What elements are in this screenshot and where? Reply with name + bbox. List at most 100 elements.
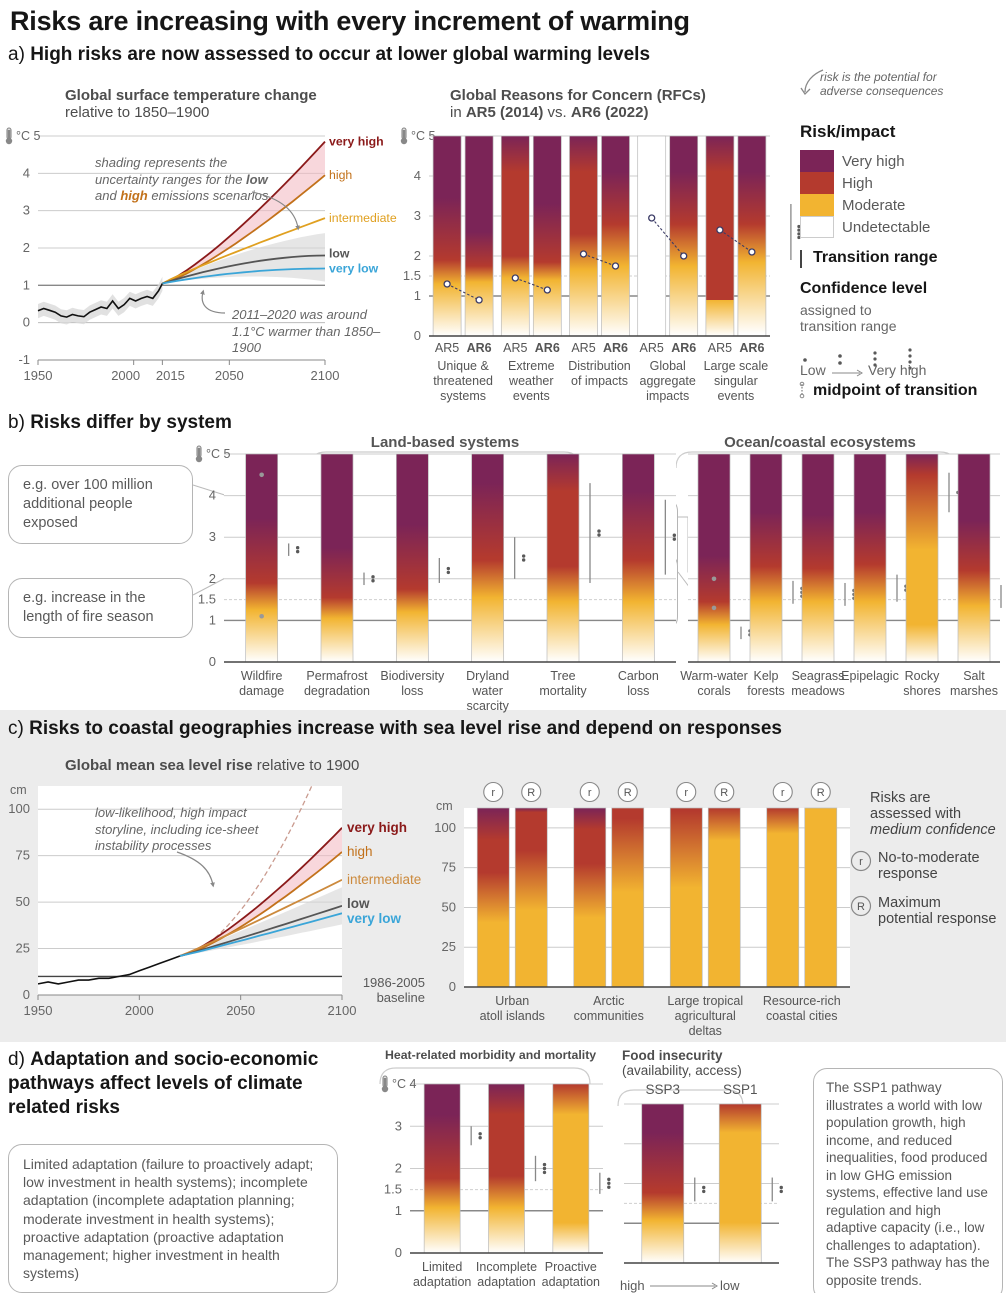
- svg-text:1: 1: [414, 288, 421, 303]
- svg-text:low: low: [329, 247, 350, 261]
- svg-text:agricultural: agricultural: [675, 1009, 736, 1023]
- svg-text:Global: Global: [650, 359, 686, 373]
- svg-text:Large scale: Large scale: [704, 359, 769, 373]
- svg-text:0: 0: [209, 654, 216, 669]
- svg-text:very high: very high: [347, 820, 407, 835]
- svg-text:2: 2: [395, 1161, 402, 1176]
- svg-text:3: 3: [395, 1118, 402, 1133]
- svg-text:low: low: [347, 896, 370, 911]
- svg-text:SSP1: SSP1: [723, 1082, 758, 1097]
- svg-text:2: 2: [23, 240, 30, 255]
- svg-text:events: events: [717, 389, 754, 403]
- svg-text:low: low: [720, 1278, 740, 1293]
- svg-text:marshes: marshes: [950, 684, 998, 698]
- svg-text:high: high: [329, 168, 352, 182]
- svg-text:coastal cities: coastal cities: [766, 1009, 838, 1023]
- svg-text:Incomplete: Incomplete: [476, 1260, 537, 1274]
- svg-text:R: R: [857, 901, 865, 913]
- svg-text:0: 0: [23, 315, 30, 330]
- svg-text:3: 3: [414, 208, 421, 223]
- svg-text:50: 50: [442, 899, 456, 914]
- svg-text:°C 5: °C 5: [16, 129, 40, 143]
- svg-text:2100: 2100: [311, 368, 340, 383]
- svg-text:very low: very low: [329, 262, 379, 276]
- svg-text:2000: 2000: [111, 368, 140, 383]
- svg-text:degradation: degradation: [304, 684, 370, 698]
- svg-text:r: r: [859, 856, 863, 868]
- svg-text:1.5: 1.5: [384, 1182, 402, 1197]
- svg-text:impacts: impacts: [646, 389, 689, 403]
- svg-text:°C 4: °C 4: [392, 1077, 416, 1091]
- svg-text:high: high: [347, 844, 373, 859]
- svg-text:r: r: [491, 787, 495, 799]
- svg-text:AR6: AR6: [467, 341, 492, 355]
- svg-text:50: 50: [16, 894, 30, 909]
- svg-text:Proactive: Proactive: [545, 1260, 597, 1274]
- svg-text:Arctic: Arctic: [593, 994, 624, 1008]
- svg-text:singular: singular: [714, 374, 758, 388]
- svg-text:very high: very high: [329, 135, 384, 149]
- svg-text:loss: loss: [401, 684, 423, 698]
- svg-text:75: 75: [16, 848, 30, 863]
- svg-text:4: 4: [209, 488, 216, 503]
- svg-text:systems: systems: [440, 389, 486, 403]
- svg-text:aggregate: aggregate: [640, 374, 696, 388]
- svg-text:Wildfire: Wildfire: [241, 669, 283, 683]
- svg-text:-1: -1: [18, 352, 30, 367]
- svg-text:Permafrost: Permafrost: [306, 669, 368, 683]
- svg-text:1: 1: [395, 1203, 402, 1218]
- svg-text:Dryland: Dryland: [466, 669, 509, 683]
- svg-text:Distribution: Distribution: [568, 359, 631, 373]
- svg-text:water: water: [471, 684, 503, 698]
- svg-text:adaptation: adaptation: [542, 1275, 600, 1289]
- svg-text:R: R: [720, 787, 728, 799]
- svg-text:Large tropical: Large tropical: [667, 994, 743, 1008]
- svg-text:1.5: 1.5: [198, 592, 216, 607]
- svg-text:atoll islands: atoll islands: [480, 1009, 545, 1023]
- svg-text:4: 4: [23, 165, 30, 180]
- svg-text:AR6: AR6: [535, 341, 560, 355]
- svg-text:2: 2: [414, 248, 421, 263]
- svg-text:0: 0: [23, 987, 30, 1002]
- svg-text:R: R: [817, 787, 825, 799]
- svg-text:cm: cm: [436, 799, 453, 813]
- svg-text:1950: 1950: [24, 368, 53, 383]
- svg-text:scarcity: scarcity: [466, 699, 509, 713]
- svg-text:Extreme: Extreme: [508, 359, 555, 373]
- svg-text:AR5: AR5: [503, 341, 527, 355]
- svg-text:Seagrass: Seagrass: [792, 669, 845, 683]
- svg-text:high: high: [620, 1278, 645, 1293]
- svg-text:r: r: [781, 787, 785, 799]
- svg-text:forests: forests: [747, 684, 785, 698]
- svg-text:1: 1: [23, 277, 30, 292]
- svg-text:1950: 1950: [24, 1003, 53, 1018]
- svg-text:Very high: Very high: [868, 362, 926, 378]
- svg-text:Rocky: Rocky: [905, 669, 940, 683]
- svg-text:°C 5: °C 5: [206, 447, 230, 461]
- svg-text:1: 1: [209, 612, 216, 627]
- svg-text:AR6: AR6: [671, 341, 696, 355]
- svg-text:deltas: deltas: [689, 1024, 722, 1038]
- svg-text:AR6: AR6: [603, 341, 628, 355]
- svg-text:2: 2: [209, 571, 216, 586]
- svg-text:shores: shores: [903, 684, 941, 698]
- svg-text:damage: damage: [239, 684, 284, 698]
- svg-text:of impacts: of impacts: [571, 374, 628, 388]
- svg-text:very low: very low: [347, 911, 402, 926]
- svg-text:weather: weather: [508, 374, 553, 388]
- svg-text:adaptation: adaptation: [413, 1275, 471, 1289]
- svg-text:2100: 2100: [328, 1003, 357, 1018]
- svg-text:SSP3: SSP3: [645, 1082, 680, 1097]
- svg-text:100: 100: [434, 820, 456, 835]
- svg-text:3: 3: [23, 203, 30, 218]
- svg-text:corals: corals: [697, 684, 730, 698]
- svg-text:3: 3: [209, 529, 216, 544]
- svg-text:0: 0: [395, 1245, 402, 1260]
- svg-text:Urban: Urban: [495, 994, 529, 1008]
- svg-text:loss: loss: [627, 684, 649, 698]
- svg-text:threatened: threatened: [433, 374, 493, 388]
- svg-text:AR5: AR5: [571, 341, 595, 355]
- svg-text:25: 25: [442, 939, 456, 954]
- svg-text:°C 5: °C 5: [411, 129, 435, 143]
- svg-text:2015: 2015: [156, 368, 185, 383]
